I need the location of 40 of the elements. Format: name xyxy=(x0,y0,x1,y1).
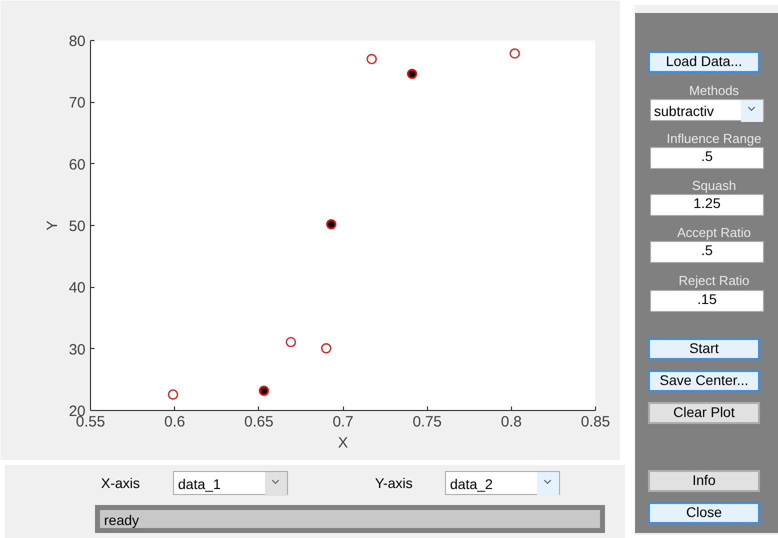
x-tick-label: 0.85 xyxy=(580,414,610,430)
text: Load Data... xyxy=(648,51,760,73)
point xyxy=(366,54,377,64)
text: Close xyxy=(648,502,760,524)
text: X-axis xyxy=(101,474,140,493)
x-tick-label: 0.7 xyxy=(332,414,354,430)
y-tick-label: 50 xyxy=(68,218,86,235)
text: data_2 xyxy=(449,476,493,492)
text: Info xyxy=(648,470,760,492)
y-tick-label: 70 xyxy=(68,94,86,112)
point xyxy=(321,343,332,354)
text: data_1 xyxy=(177,476,221,492)
y-tick-label: 40 xyxy=(68,280,86,297)
text: Save Center... xyxy=(648,370,760,392)
y-tick-label: 80 xyxy=(68,33,86,50)
text: Reject Ratio xyxy=(678,273,750,288)
y-tick-label: 60 xyxy=(68,156,86,174)
x-tick-label: 0.6 xyxy=(164,414,186,430)
text: .5 xyxy=(650,147,764,169)
text: Start xyxy=(648,338,760,360)
text: .15 xyxy=(650,290,764,312)
text: .5 xyxy=(650,241,764,263)
text: Accept Ratio xyxy=(676,225,752,240)
point xyxy=(286,336,296,348)
text: Clear Plot xyxy=(648,402,760,424)
text: Y-axis xyxy=(375,474,413,493)
x-tick-label: 0.75 xyxy=(412,414,442,430)
y-tick-label: 30 xyxy=(68,341,86,358)
x-axis-title: X xyxy=(338,434,348,452)
text: Methods xyxy=(688,83,740,98)
text: ready xyxy=(95,505,605,533)
text: 1.25 xyxy=(650,194,764,216)
point xyxy=(510,48,520,59)
y-axis-title: Y xyxy=(44,220,61,230)
x-tick-label: 0.8 xyxy=(500,414,522,430)
x-tick-label: 0.65 xyxy=(244,414,274,430)
text: subtractiv xyxy=(653,103,714,119)
text: Squash xyxy=(690,178,738,193)
point xyxy=(168,389,178,400)
text: Influence Range xyxy=(666,131,762,146)
